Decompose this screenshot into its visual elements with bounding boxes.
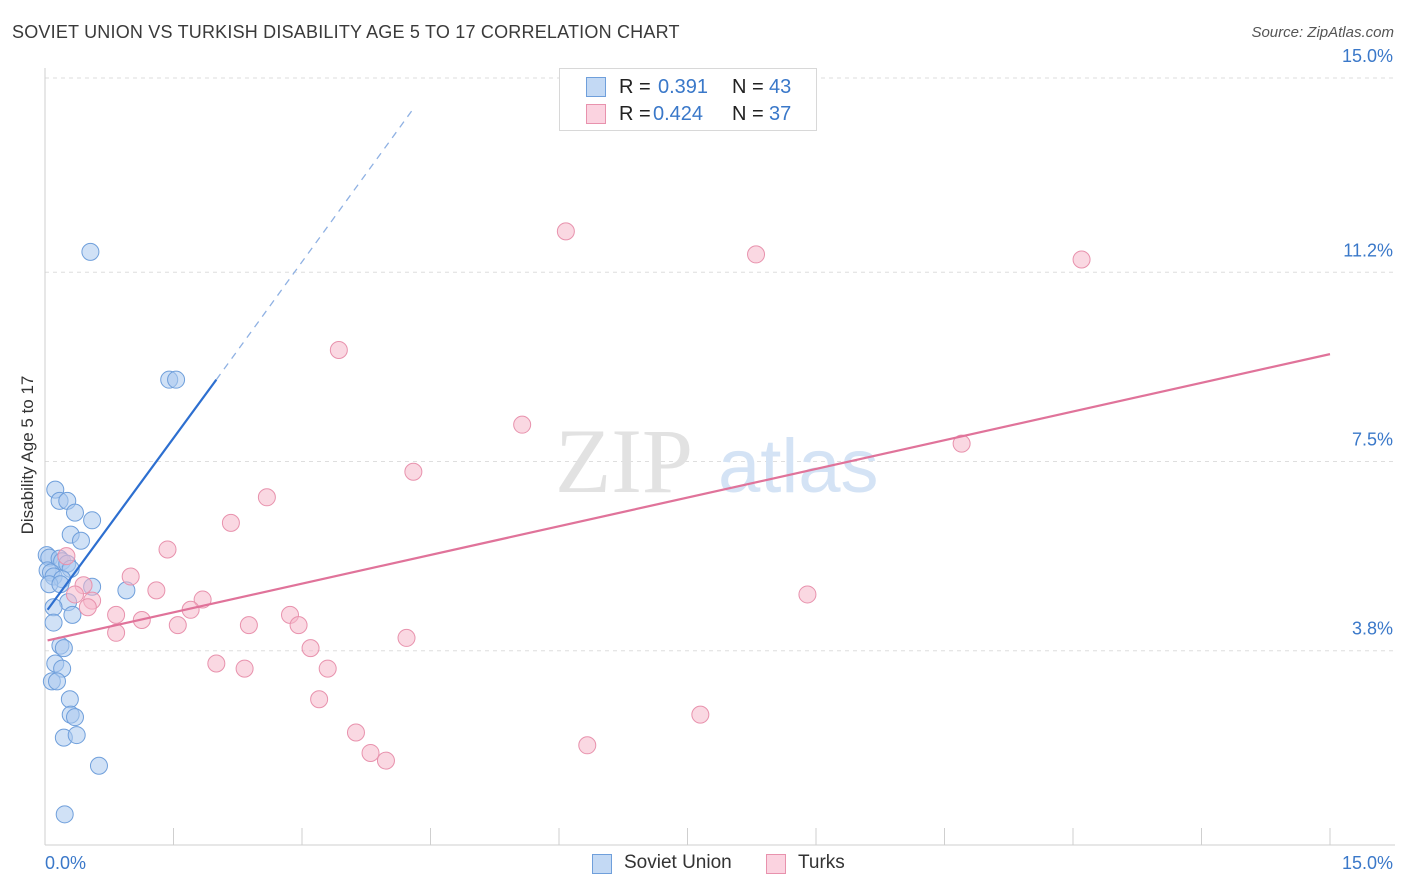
soviet-union-point [65,708,84,727]
turks-point [107,605,126,624]
soviet-union-point [63,605,82,624]
legend-r-value: 0.391 [658,76,709,98]
turks-point [556,222,575,241]
y-tick-label: 3.8% [1352,619,1393,639]
turks-point [798,585,817,604]
watermark-zip: ZIP [555,410,693,512]
turks-point [1072,250,1091,269]
turks-point [257,488,276,507]
turks-point [404,462,423,481]
turks-trend-line [47,353,1331,642]
legend-swatch-turks [586,104,606,124]
y-tick-label: 11.2% [1343,240,1393,260]
soviet-union-point [44,613,63,632]
turks-point [747,245,766,264]
soviet-union-point [55,805,74,824]
correlation-legend: R = 0.391 N = 43 R = 0.424 N = 37 [559,68,817,131]
turks-point [361,743,380,762]
soviet-union-point [54,639,73,658]
turks-point [376,751,395,770]
turks-point [168,616,187,635]
data-points [37,222,1091,824]
series-label-soviet-union: Soviet Union [624,852,732,873]
y-tick-label: 15.0% [1342,46,1393,66]
turks-point [235,659,254,678]
turks-point [397,628,416,647]
soviet-union-point [89,756,108,775]
turks-point [147,581,166,600]
turks-point [239,616,258,635]
turks-point [301,639,320,658]
turks-point [121,567,140,586]
x-tick-label: 0.0% [45,853,86,873]
legend-swatch-soviet-union [586,77,606,97]
chart-title: SOVIET UNION VS TURKISH DISABILITY AGE 5… [12,22,680,42]
soviet-union-point [65,503,84,522]
soviet-union-point [81,242,100,261]
soviet-union-point [67,726,86,745]
series-label-turks: Turks [798,852,845,873]
legend-n-value: 43 [769,76,792,98]
soviet-union-point [167,370,186,389]
turks-point [57,547,76,566]
soviet-union-trend-line [46,379,218,611]
turks-point [207,654,226,673]
turks-point [310,690,329,709]
turks-point [78,598,97,617]
y-tick-label: 7.5% [1352,430,1393,450]
legend-n-value: 37 [769,103,792,125]
soviet-union-point [47,672,66,691]
series-swatch-turks [766,854,786,874]
series-swatch-soviet-union [592,854,612,874]
turks-point [578,736,597,755]
y-axis-label: Disability Age 5 to 17 [18,376,37,535]
watermark-atlas: atlas [718,424,879,509]
legend-r-label: R = [619,76,651,98]
trend-lines [46,108,1331,642]
soviet-union-point [60,690,79,709]
tick-labels: 3.8% 7.5% 11.2% 15.0% 0.0% 15.0% [45,46,1393,873]
soviet-union-trend-extension [215,108,414,381]
soviet-union-point [71,531,90,550]
legend-n-label: N = [732,103,764,125]
source-label: Source: ZipAtlas.com [1251,24,1394,41]
turks-point [289,616,308,635]
turks-point [221,513,240,532]
turks-point [65,585,84,604]
legend-r-label: R = [619,103,651,125]
turks-point [329,341,348,360]
turks-point [158,540,177,559]
turks-point [513,415,532,434]
grid-lines [45,77,1395,652]
turks-point [318,659,337,678]
axes [44,68,1395,846]
legend-r-value: 0.424 [653,103,704,125]
turks-point [691,705,710,724]
soviet-union-point [83,511,102,530]
turks-point [952,434,971,453]
x-tick-label: 15.0% [1342,853,1393,873]
turks-point [346,723,365,742]
legend-n-label: N = [732,76,764,98]
